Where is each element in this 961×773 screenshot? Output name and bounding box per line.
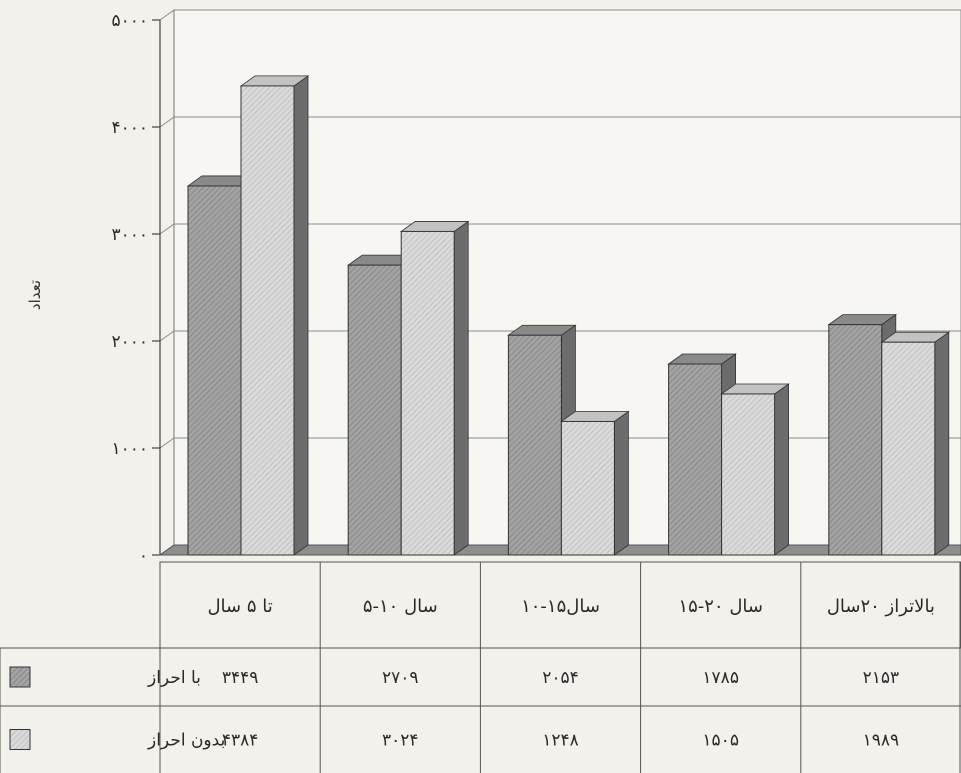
bar — [560, 420, 615, 556]
legend-series-name: با احراز — [147, 668, 201, 688]
data-label: ۲۷۰۹ — [382, 668, 419, 688]
bar — [240, 85, 295, 556]
x-category-label: سال ۱۰-۵ — [363, 596, 438, 617]
x-category-label: تا ۵ سال — [207, 596, 272, 617]
bar — [881, 341, 936, 556]
gridline-side — [159, 116, 175, 128]
bar-side — [934, 331, 950, 556]
y-tick-label: ۵۰۰۰ — [111, 11, 148, 31]
bar — [668, 363, 723, 556]
data-label: ۱۹۸۹ — [863, 731, 900, 751]
data-label: ۳۰۲۴ — [382, 731, 419, 751]
gridline-side — [159, 437, 175, 449]
y-tick-label: ۴۰۰۰ — [111, 118, 148, 138]
bar — [721, 393, 776, 556]
bar — [400, 230, 455, 556]
x-category-label: سال۱۵-۱۰ — [521, 596, 600, 617]
y-tick-label: ۳۰۰۰ — [111, 225, 148, 245]
bar-side — [453, 220, 469, 556]
bar-side — [614, 410, 629, 556]
data-label: ۲۱۵۳ — [863, 668, 900, 688]
data-label: ۱۷۸۵ — [702, 668, 739, 688]
gridline-side — [159, 330, 175, 342]
y-axis-label: تعداد — [26, 280, 44, 310]
data-label: ۳۴۴۹ — [222, 668, 259, 688]
data-label: ۱۲۴۸ — [542, 731, 579, 751]
bar-side — [774, 383, 789, 556]
x-category-label: سال ۲۰-۱۵ — [678, 596, 763, 617]
y-tick-label: ۲۰۰۰ — [111, 332, 148, 352]
y-tick-label: ۰ — [139, 546, 148, 566]
data-label: ۴۳۸۴ — [222, 731, 259, 751]
y-tick-label: ۱۰۰۰ — [111, 439, 148, 459]
data-label: ۲۰۵۴ — [542, 668, 579, 688]
bar — [187, 185, 242, 556]
bar — [828, 324, 883, 556]
bar — [507, 334, 562, 556]
data-label: ۱۵۰۵ — [702, 731, 739, 751]
legend-swatch — [9, 729, 31, 750]
gridline-side — [159, 223, 175, 235]
legend-series-name: بدون احراز — [147, 731, 225, 751]
legend-swatch — [9, 666, 31, 688]
bar — [347, 264, 402, 556]
x-category-label: بالاتراز ۲۰سال — [827, 596, 935, 617]
bar-side — [293, 75, 309, 556]
gridline-side — [159, 9, 175, 21]
